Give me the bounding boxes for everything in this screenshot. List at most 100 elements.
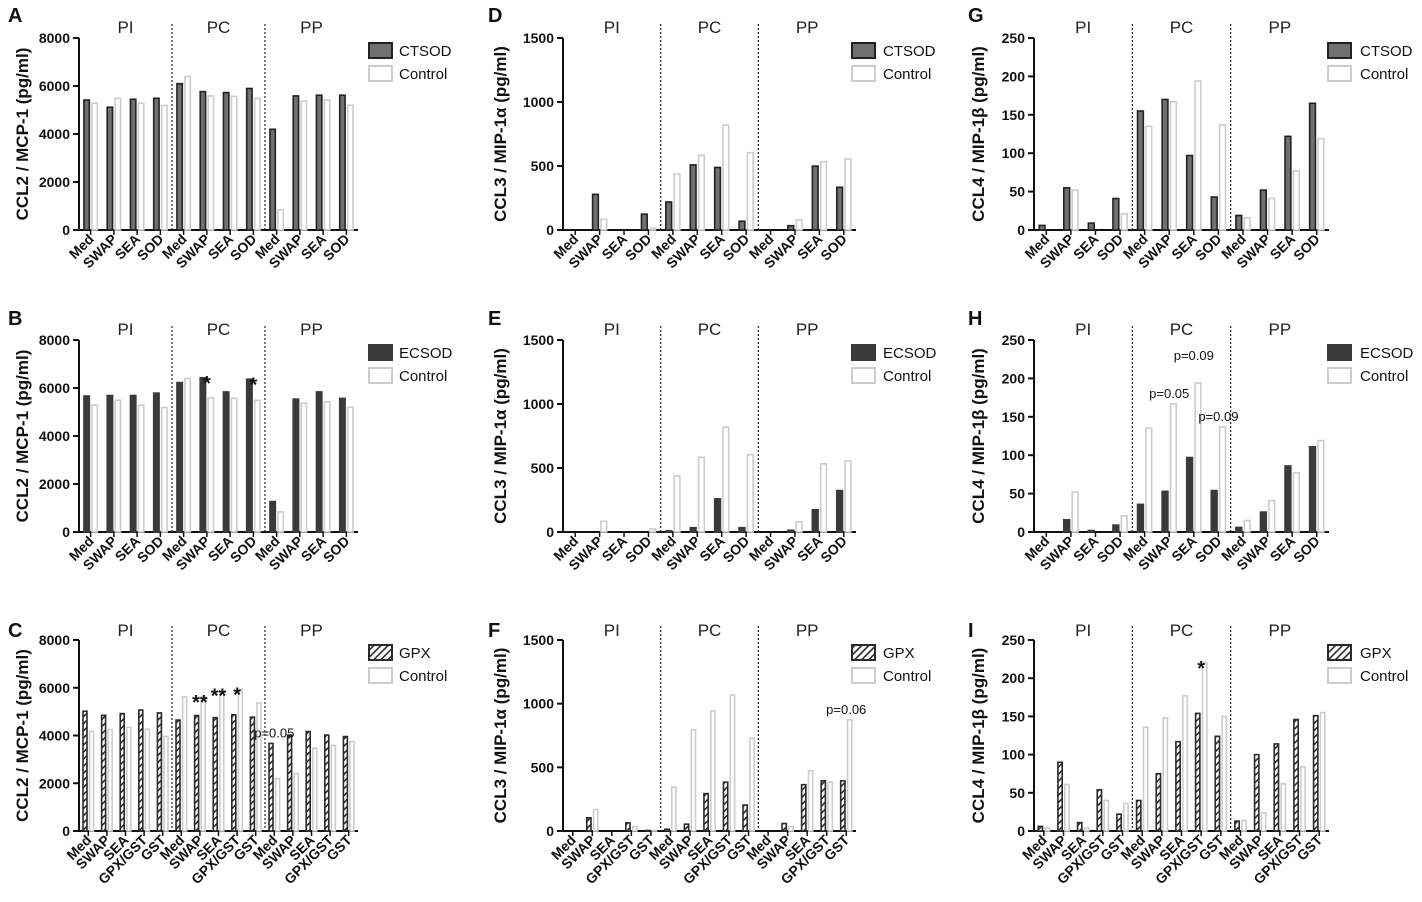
y-tick-label: 1500 xyxy=(523,332,554,348)
group-label: PC xyxy=(1170,320,1194,339)
bar-control xyxy=(807,769,814,832)
panel-label: D xyxy=(488,5,502,27)
bar-control xyxy=(722,124,730,231)
bar-treatment xyxy=(1161,490,1169,533)
bar-treatment xyxy=(1063,186,1071,231)
chart-panel-F: F CCL3 / MIP-1α (pg/ml) 0 500 1000 1500 PI PC PP… xyxy=(488,620,931,887)
y-axis-label: CCL4 / MIP-1β (pg/ml) xyxy=(969,648,988,824)
legend-label: Control xyxy=(883,368,931,385)
legend-label: GPX xyxy=(399,645,431,662)
group-label: PI xyxy=(1075,320,1091,339)
y-tick-label: 200 xyxy=(1002,670,1026,686)
bar-treatment xyxy=(338,397,346,533)
bar-control xyxy=(330,744,337,832)
bar-treatment xyxy=(83,99,91,231)
bar-control xyxy=(631,825,638,832)
y-tick-label: 8000 xyxy=(39,332,70,348)
bar-control xyxy=(300,100,308,231)
bar-control xyxy=(91,404,99,533)
annotation: p=0.09 xyxy=(1198,409,1238,424)
legend-label: GPX xyxy=(883,645,915,662)
y-tick-label: 1500 xyxy=(523,632,554,648)
x-tick-label: SEA xyxy=(598,533,630,565)
bar-control xyxy=(219,689,225,832)
bar-control xyxy=(293,772,299,832)
bar-control xyxy=(163,735,169,832)
bar-control xyxy=(1292,472,1301,533)
bar-control xyxy=(844,158,852,231)
x-tick-label: SOD xyxy=(719,231,752,264)
panel-label: H xyxy=(968,308,982,330)
y-tick-label: 150 xyxy=(1002,708,1026,724)
bar-control xyxy=(274,777,281,832)
legend-label: Control xyxy=(883,668,931,685)
y-axis-label: CCL2 / MCP-1 (pg/ml) xyxy=(13,649,32,822)
bar-control xyxy=(181,696,188,832)
group-label: PP xyxy=(1268,320,1291,339)
legend-swatch-treatment xyxy=(368,344,393,361)
group-label: PI xyxy=(604,320,620,339)
legend-swatch-treatment xyxy=(851,344,876,361)
bar-treatment xyxy=(342,735,349,832)
bar-control xyxy=(144,728,151,832)
legend-label: Control xyxy=(883,66,931,83)
bar-control xyxy=(1120,515,1128,533)
bar-control xyxy=(1319,711,1326,832)
bar-treatment xyxy=(738,220,746,231)
legend-swatch-treatment xyxy=(1327,42,1352,59)
bar-treatment xyxy=(1293,718,1300,832)
x-tick-label: SEA xyxy=(1267,533,1299,565)
legend-label: Control xyxy=(1360,368,1408,385)
bar-treatment xyxy=(1284,135,1292,231)
bar-treatment xyxy=(1312,714,1319,832)
bar-control xyxy=(1169,402,1178,533)
bar-control xyxy=(207,95,215,231)
bar-treatment xyxy=(664,828,670,832)
group-label: PP xyxy=(796,621,819,640)
bar-control xyxy=(1044,827,1051,832)
legend-label: ECSOD xyxy=(1360,345,1414,362)
legend-label: GPX xyxy=(1360,645,1392,662)
x-tick-label: SOD xyxy=(817,533,850,566)
chart-panel-B: B CCL2 / MCP-1 (pg/ml) 0 2000 4000 6000 8000 PI… xyxy=(8,308,453,573)
bar-control xyxy=(690,729,697,832)
legend-swatch-control xyxy=(368,667,393,684)
y-tick-label: 1000 xyxy=(523,94,554,110)
x-tick-label: SOD xyxy=(1290,231,1323,264)
bar-treatment xyxy=(742,804,749,832)
bar-control xyxy=(1162,717,1169,832)
bar-treatment xyxy=(1259,511,1268,533)
annotation: ** xyxy=(192,692,208,714)
x-tick-label: SEA xyxy=(1168,231,1200,263)
bar-treatment xyxy=(176,82,184,231)
legend-label: Control xyxy=(1360,668,1408,685)
x-tick-label: SOD xyxy=(1093,533,1126,566)
bar-control xyxy=(1083,827,1090,832)
y-tick-label: 50 xyxy=(1009,486,1025,502)
bar-treatment xyxy=(292,398,300,533)
bar-control xyxy=(1201,662,1208,832)
y-tick-label: 0 xyxy=(62,524,70,540)
bar-control xyxy=(1169,100,1178,231)
bar-control xyxy=(91,102,99,231)
bar-control xyxy=(311,747,318,832)
legend-swatch-control xyxy=(1327,667,1352,684)
bar-treatment xyxy=(245,378,253,533)
bar-control xyxy=(746,151,754,231)
bar-treatment xyxy=(1273,743,1280,832)
bar-control xyxy=(107,728,113,832)
bar-treatment xyxy=(665,530,673,533)
bar-control xyxy=(137,404,145,533)
bar-treatment xyxy=(222,391,230,533)
bar-treatment xyxy=(249,716,256,832)
y-tick-label: 200 xyxy=(1002,370,1026,386)
y-tick-label: 250 xyxy=(1002,632,1026,648)
y-tick-label: 50 xyxy=(1009,785,1025,801)
x-tick-label: SOD xyxy=(817,231,850,264)
bar-treatment xyxy=(591,193,600,231)
y-tick-label: 50 xyxy=(1009,184,1025,200)
bar-control xyxy=(184,75,192,231)
y-tick-label: 0 xyxy=(546,524,554,540)
bar-treatment xyxy=(1214,735,1221,832)
annotation: ** xyxy=(211,686,227,708)
